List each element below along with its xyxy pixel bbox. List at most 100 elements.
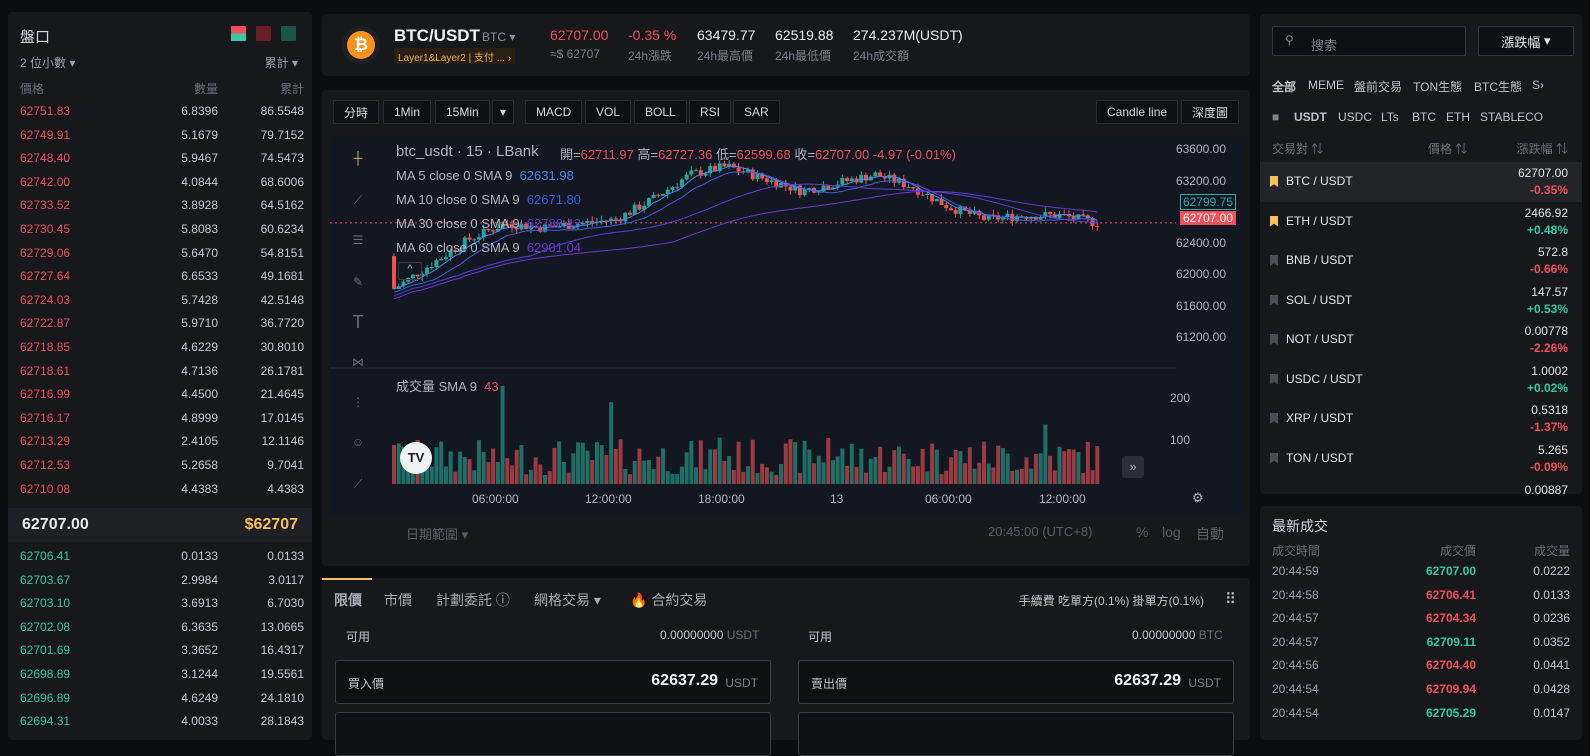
fib-lines-icon[interactable]: ☰ <box>352 233 364 247</box>
asks-view-icon[interactable] <box>256 26 271 41</box>
price-chart[interactable]: ┼ ⟋ ☰ ✎ T ⋈ ⋮ ☺ ⟋ ⊕ btc_usdt · 15 · LBan… <box>330 136 1242 516</box>
ask-row[interactable]: 62718.61 4.7136 26.1781 <box>20 364 304 384</box>
cat-meme[interactable]: MEME <box>1308 78 1344 92</box>
bid-row[interactable]: 62698.89 3.1244 19.5561 <box>20 667 304 687</box>
tab-market[interactable]: 市價 <box>384 592 412 608</box>
quote-eth[interactable]: ETH <box>1446 110 1470 124</box>
grid-menu-icon[interactable]: ⠿ <box>1225 591 1236 608</box>
auto-toggle[interactable]: 自動 <box>1196 526 1224 542</box>
settings-gear-icon[interactable]: ⚙ <box>1192 490 1204 505</box>
sell-amount-field[interactable] <box>798 712 1234 756</box>
favorite-star-icon[interactable] <box>1270 413 1278 424</box>
tf-15min[interactable]: 15Min <box>435 100 490 124</box>
bid-row[interactable]: 62696.89 4.6249 24.1810 <box>20 691 304 711</box>
collapse-legend-button[interactable]: ^ <box>398 262 422 280</box>
ask-row[interactable]: 62722.87 5.9710 36.7720 <box>20 316 304 336</box>
favorite-star-icon[interactable] <box>1270 373 1278 385</box>
favorites-star-icon[interactable]: ■ <box>1272 110 1280 124</box>
cat-more[interactable]: S› <box>1532 78 1545 92</box>
ask-row[interactable]: 62712.53 5.2658 9.7041 <box>20 458 304 478</box>
bid-row[interactable]: 62701.69 3.3652 16.4317 <box>20 643 304 663</box>
market-row[interactable]: BNB / USDT 572.8 -0.66% <box>1260 241 1582 281</box>
quote-btc[interactable]: BTC <box>1412 110 1436 124</box>
depth-chart-button[interactable]: 深度圖 <box>1181 100 1240 124</box>
cat-all[interactable]: 全部 <box>1272 80 1297 94</box>
ask-row[interactable]: 62716.99 4.4500 21.4645 <box>20 387 304 407</box>
brush-icon[interactable]: ✎ <box>352 275 364 289</box>
buy-amount-field[interactable] <box>335 712 771 756</box>
ask-row[interactable]: 62727.64 6.6533 49.1681 <box>20 269 304 289</box>
sort-select[interactable]: 漲跌幅 ▾ <box>1478 26 1574 56</box>
crosshair-icon[interactable]: ┼ <box>353 151 363 165</box>
favorite-star-icon[interactable] <box>1270 334 1278 345</box>
market-row[interactable]: ETH / USDT 2466.92 +0.48% <box>1260 202 1582 242</box>
tf-more-dropdown[interactable]: ▾ <box>492 100 515 124</box>
candle-line-button[interactable]: Candle line <box>1096 100 1179 124</box>
sell-price-field[interactable]: 賣出價 62637.29 USDT <box>798 660 1234 704</box>
tf-1min[interactable]: 1Min <box>383 100 432 124</box>
ask-row[interactable]: 62733.52 3.8928 64.5162 <box>20 198 304 218</box>
log-toggle[interactable]: log <box>1162 524 1181 540</box>
bid-row[interactable]: 62702.08 6.3635 13.0665 <box>20 620 304 640</box>
quote-usdt[interactable]: USDT <box>1294 110 1327 124</box>
ind-rsi[interactable]: RSI <box>689 100 732 124</box>
cat-premarket[interactable]: 盤前交易 <box>1354 80 1403 94</box>
favorite-star-icon[interactable] <box>1270 176 1278 187</box>
quote-usdc[interactable]: USDC <box>1338 110 1373 124</box>
ask-row[interactable]: 62729.06 5.6470 54.8151 <box>20 246 304 266</box>
favorite-star-icon[interactable] <box>1270 215 1278 227</box>
percent-toggle[interactable]: % <box>1136 524 1149 540</box>
ask-row[interactable]: 62742.00 4.0844 68.6006 <box>20 175 304 195</box>
favorite-star-icon[interactable] <box>1270 294 1278 306</box>
market-search-input[interactable]: ⚲ 搜索 <box>1272 26 1466 56</box>
market-row[interactable]: SOL / USDT 147.57 +0.53% <box>1260 281 1582 321</box>
ask-row[interactable]: 62748.40 5.9467 74.5473 <box>20 151 304 171</box>
market-row[interactable]: USDC / USDT 1.0002 +0.02% <box>1260 360 1582 400</box>
ask-row[interactable]: 62718.85 4.6229 30.8010 <box>20 340 304 360</box>
ask-row[interactable]: 62751.83 6.8396 86.5548 <box>20 104 304 124</box>
pair-selector[interactable]: BTC ▾ <box>482 30 516 44</box>
scroll-right-icon[interactable]: » <box>1122 456 1144 478</box>
bid-row[interactable]: 62703.67 2.9984 3.0117 <box>20 573 304 593</box>
tab-limit[interactable]: 限價 <box>334 592 362 608</box>
market-row[interactable]: XRP / USDT 0.5318 -1.37% <box>1260 399 1582 439</box>
quote-stablecoin[interactable]: STABLECO <box>1480 110 1544 124</box>
market-row[interactable]: BTC / USDT 62707.00 -0.35% <box>1260 162 1582 202</box>
bid-row[interactable]: 62703.10 3.6913 6.7030 <box>20 596 304 616</box>
ind-sar[interactable]: SAR <box>733 100 780 124</box>
ind-vol[interactable]: VOL <box>585 100 632 124</box>
ask-row[interactable]: 62749.91 5.1679 79.7152 <box>20 128 304 148</box>
ask-row[interactable]: 62710.08 4.4383 4.4383 <box>20 482 304 502</box>
both-view-icon[interactable] <box>231 26 246 41</box>
ind-boll[interactable]: BOLL <box>634 100 687 124</box>
tab-grid[interactable]: 網格交易 ▾ <box>534 592 601 608</box>
favorite-star-icon[interactable] <box>1270 255 1278 266</box>
ind-macd[interactable]: MACD <box>525 100 583 124</box>
quote-lts[interactable]: LTs <box>1381 110 1399 124</box>
date-range-select[interactable]: 日期範圍 ▾ <box>406 527 469 542</box>
bid-row[interactable]: 62706.41 0.0133 0.0133 <box>20 549 304 569</box>
ask-row[interactable]: 62713.29 2.4105 12.1146 <box>20 434 304 454</box>
trendline-icon[interactable]: ⟋ <box>353 192 363 207</box>
cat-ton[interactable]: TON生態 <box>1413 80 1463 94</box>
market-row[interactable]: TON / USDT 5.265 -0.09% <box>1260 439 1582 479</box>
decimals-select[interactable]: 2 位小數 ▾ <box>20 56 76 70</box>
pair-name[interactable]: BTC/USDT <box>394 26 480 45</box>
ruler-icon[interactable]: ⟋ <box>353 476 363 491</box>
bids-view-icon[interactable] <box>281 26 296 41</box>
measure-lines-icon[interactable]: ⋮ <box>352 395 364 409</box>
buy-price-field[interactable]: 買入價 62637.29 USDT <box>335 660 771 704</box>
market-row[interactable]: NOT / USDT 0.00778 -2.26% <box>1260 320 1582 360</box>
cat-btc[interactable]: BTC生態 <box>1474 80 1523 94</box>
ask-row[interactable]: 62730.45 5.8083 60.6234 <box>20 222 304 242</box>
bid-row[interactable]: 62694.31 4.0033 28.1843 <box>20 714 304 734</box>
pair-tags[interactable]: Layer1&Layer2 | 支付 ... › <box>394 48 516 64</box>
tab-futures[interactable]: 🔥 合約交易 <box>630 592 708 608</box>
tf-line[interactable]: 分時 <box>333 100 380 124</box>
emoji-icon[interactable]: ☺ <box>351 435 365 449</box>
pattern-icon[interactable]: ⋈ <box>352 355 364 369</box>
tab-plan[interactable]: 計劃委託 ⓘ <box>436 592 510 608</box>
cumulative-select[interactable]: 累計 ▾ <box>264 56 298 70</box>
text-tool-icon[interactable]: T <box>352 311 364 332</box>
ask-row[interactable]: 62716.17 4.8999 17.0145 <box>20 411 304 431</box>
